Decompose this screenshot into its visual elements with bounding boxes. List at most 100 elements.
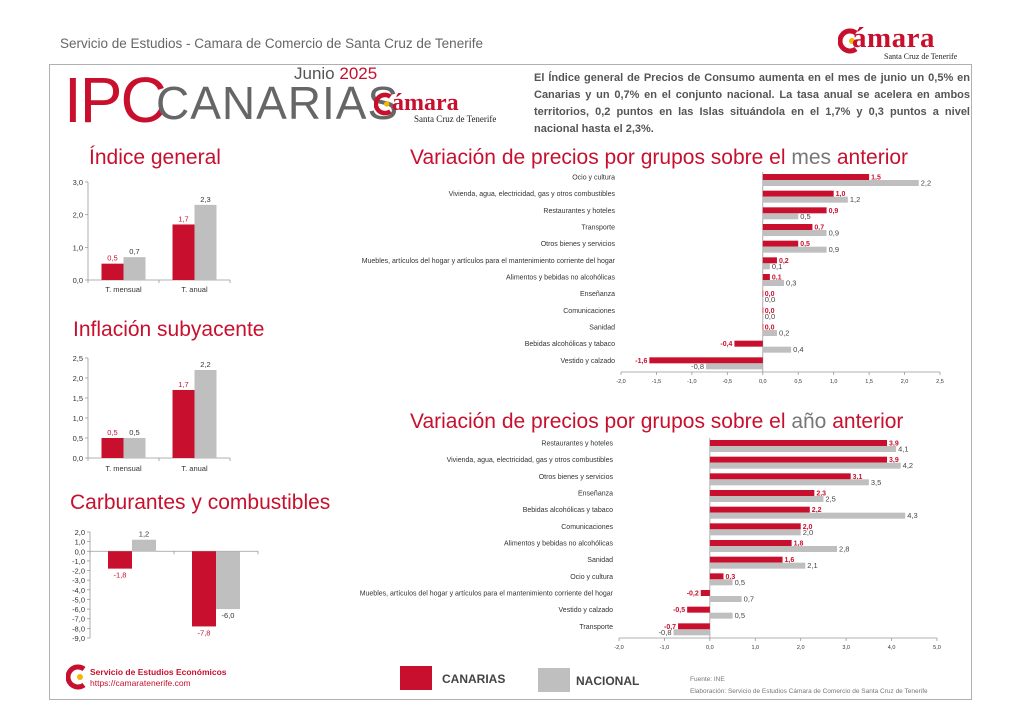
bar-nacional	[709, 579, 733, 586]
bar-nacional	[216, 551, 240, 610]
x-tick-label: 0,5	[794, 379, 802, 384]
data-label: 2,5	[825, 495, 835, 504]
x-tick-label: 1,5	[865, 379, 873, 384]
camara-logo-sub: Santa Cruz de Tenerife	[414, 114, 497, 124]
data-label: 0,5	[735, 611, 745, 620]
data-label: 2,2	[812, 507, 822, 514]
data-label: 1,0	[836, 191, 846, 198]
bar-canarias	[649, 357, 763, 364]
bar-nacional	[762, 213, 799, 220]
bar-canarias	[687, 606, 710, 613]
region-label: CANARIAS	[156, 77, 400, 129]
bar-nacional	[673, 629, 710, 636]
y-tick-label: -7,0	[72, 615, 85, 624]
bar-nacional	[123, 257, 146, 280]
data-label: 0,0	[765, 291, 775, 298]
camara-c-icon	[838, 28, 858, 54]
x-tick-label: -2,0	[614, 645, 623, 651]
camara-logo-sub: Santa Cruz de Tenerife	[884, 52, 958, 61]
camara-logo-word: ámara	[392, 90, 459, 116]
y-tick-label: -1,0	[72, 557, 85, 566]
data-label: 0,5	[800, 241, 810, 248]
category-label: Bebidas alcohólicas y tabaco	[525, 341, 615, 348]
legend-swatch-canarias	[400, 666, 432, 690]
category-label: T. mensual	[105, 464, 142, 473]
data-label: -0,4	[720, 341, 732, 348]
y-tick-label: 3,0	[73, 178, 83, 187]
section-title-mes-b: mes	[791, 146, 832, 169]
bar-nacional	[762, 330, 777, 336]
bar-nacional	[762, 230, 827, 236]
x-tick-label: 1,0	[751, 645, 759, 651]
bar-canarias	[709, 456, 888, 463]
section-title-mes-c: anterior	[831, 146, 909, 169]
bar-canarias	[762, 324, 764, 330]
category-label: Vestido y calzado	[561, 358, 616, 365]
data-label: 1,7	[178, 380, 188, 389]
bar-nacional	[709, 546, 838, 552]
ipc-label: IPC	[64, 64, 167, 136]
bar-nacional	[762, 313, 764, 320]
data-label: 1,2	[850, 195, 860, 204]
y-tick-label: 2,5	[73, 354, 83, 363]
month-name: Junio	[294, 64, 335, 83]
y-tick-label: 0,0	[73, 454, 83, 463]
bar-canarias	[101, 263, 124, 280]
data-label: 1,2	[139, 530, 149, 539]
data-label: -0,5	[673, 607, 685, 614]
camara-logo: ámara Santa Cruz de Tenerife	[838, 22, 968, 62]
bar-canarias	[709, 523, 801, 530]
bar-canarias	[762, 207, 827, 214]
bar-canarias	[762, 257, 777, 264]
data-label: 0,3	[786, 279, 796, 288]
bar-nacional	[709, 562, 806, 569]
month-year: 2025	[339, 64, 378, 83]
data-label: 1,8	[794, 541, 804, 548]
y-tick-label: -6,0	[72, 605, 85, 614]
footer-url-link[interactable]: https://camaratenerife.com	[90, 678, 191, 688]
data-label: 0,9	[829, 229, 839, 238]
data-label: 2,3	[816, 491, 826, 498]
section-title-anio-b: año	[791, 410, 827, 433]
bar-nacional	[709, 479, 869, 486]
section-title-general: Índice general	[89, 146, 221, 169]
bar-nacional	[709, 496, 824, 502]
data-label: 0,1	[772, 275, 782, 282]
data-label: 3,5	[871, 478, 881, 487]
x-tick-label: 1,0	[830, 379, 838, 384]
category-label: Transporte	[581, 225, 615, 232]
chart-carburantes: 2,01,00,0-1,0-2,0-3,0-4,0-5,0-6,0-7,0-8,…	[72, 528, 259, 643]
data-label: -0,8	[691, 362, 704, 371]
data-label: -1,8	[114, 571, 127, 580]
data-label: 0,7	[129, 247, 139, 256]
y-tick-label: 2,0	[73, 211, 83, 220]
source-elaboracion: Elaboración: Servicio de Estudios Cámara…	[690, 688, 928, 695]
data-label: 2,0	[803, 524, 813, 531]
bar-nacional	[709, 596, 742, 602]
y-tick-label: 0,5	[73, 434, 83, 443]
data-label: 0,0	[765, 312, 775, 321]
category-label: Otros bienes y servicios	[539, 474, 614, 481]
y-tick-label: 2,0	[73, 374, 83, 383]
data-label: -7,8	[198, 628, 211, 637]
bar-canarias	[700, 590, 710, 596]
data-label: 1,5	[871, 175, 881, 182]
bar-nacional	[123, 438, 146, 458]
camara-c-icon	[374, 92, 392, 116]
category-label: Ocio y cultura	[570, 574, 613, 581]
data-label: 2,2	[921, 179, 931, 188]
bar-nacional	[709, 529, 801, 536]
bar-canarias	[709, 506, 810, 513]
category-label: Muebles, artículos del hogar y artículos…	[360, 591, 614, 598]
y-tick-label: -2,0	[72, 567, 85, 576]
data-label: -1,6	[635, 358, 647, 365]
data-label: 1,6	[785, 557, 795, 564]
category-label: Muebles, artículos del hogar y artículos…	[362, 258, 616, 265]
x-tick-label: 0,0	[706, 645, 714, 651]
data-label: 0,3	[725, 574, 735, 581]
chart-anio: -2,0 -1,0 0,0 1,0 2,0 3,0 4,0 5,0 Restaurantes y…	[360, 438, 941, 651]
section-title-subyacente: Inflación subyacente	[73, 318, 265, 341]
bar-canarias	[762, 307, 764, 314]
category-label: Vivienda, agua, electricidad, gas y otro…	[449, 191, 616, 198]
y-tick-label: 1,5	[73, 394, 83, 403]
